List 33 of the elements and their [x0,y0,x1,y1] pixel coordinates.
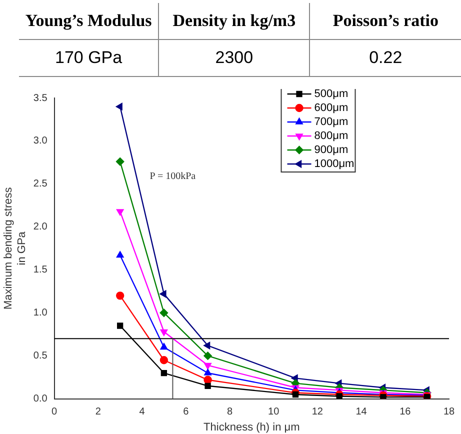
x-tick-label: 6 [183,406,190,418]
text: 0.22 [310,40,461,76]
y-tick-label: 3.5 [33,92,48,104]
legend-label: 700μm [314,116,348,128]
y-tick-label: 3.0 [33,136,48,147]
x-tick-label: 10 [268,406,280,418]
legend-label: 600μm [314,102,348,114]
legend-label: 900μm [314,144,348,156]
x-tick-label: 18 [443,406,455,418]
legend-label: 800μm [314,130,348,142]
x-tick-label: 16 [400,406,412,418]
x-tick-label: 8 [226,406,233,418]
y-tick-label: 1.0 [33,308,48,319]
y-axis-title: Maximum bending stress in GPa [2,186,28,310]
legend-label: 500μm [314,88,348,100]
x-tick-label: 2 [95,406,102,418]
y-tick-label: 2.0 [33,222,48,233]
x-tick-label: 14 [356,406,368,418]
x-axis-title: Thickness (h) in μm [204,421,300,434]
legend-label: 1000μm [314,158,354,170]
y-tick-label: 2.5 [33,178,48,190]
text: Young’s Modulus [19,3,159,40]
annotation: P = 100kPa [150,171,196,182]
x-tick-label: 0 [52,406,58,418]
y-tick-label: 0.5 [33,350,48,362]
text: Density in kg/m3 [158,3,310,40]
y-tick-label: 1.5 [33,264,48,276]
x-tick-label: 12 [312,406,324,418]
text: 170 GPa [19,40,159,76]
y-tick-label: 0.0 [33,394,48,405]
text: 2300 [158,40,310,76]
x-tick-label: 4 [139,406,146,418]
text: Poisson’s ratio [310,3,461,40]
